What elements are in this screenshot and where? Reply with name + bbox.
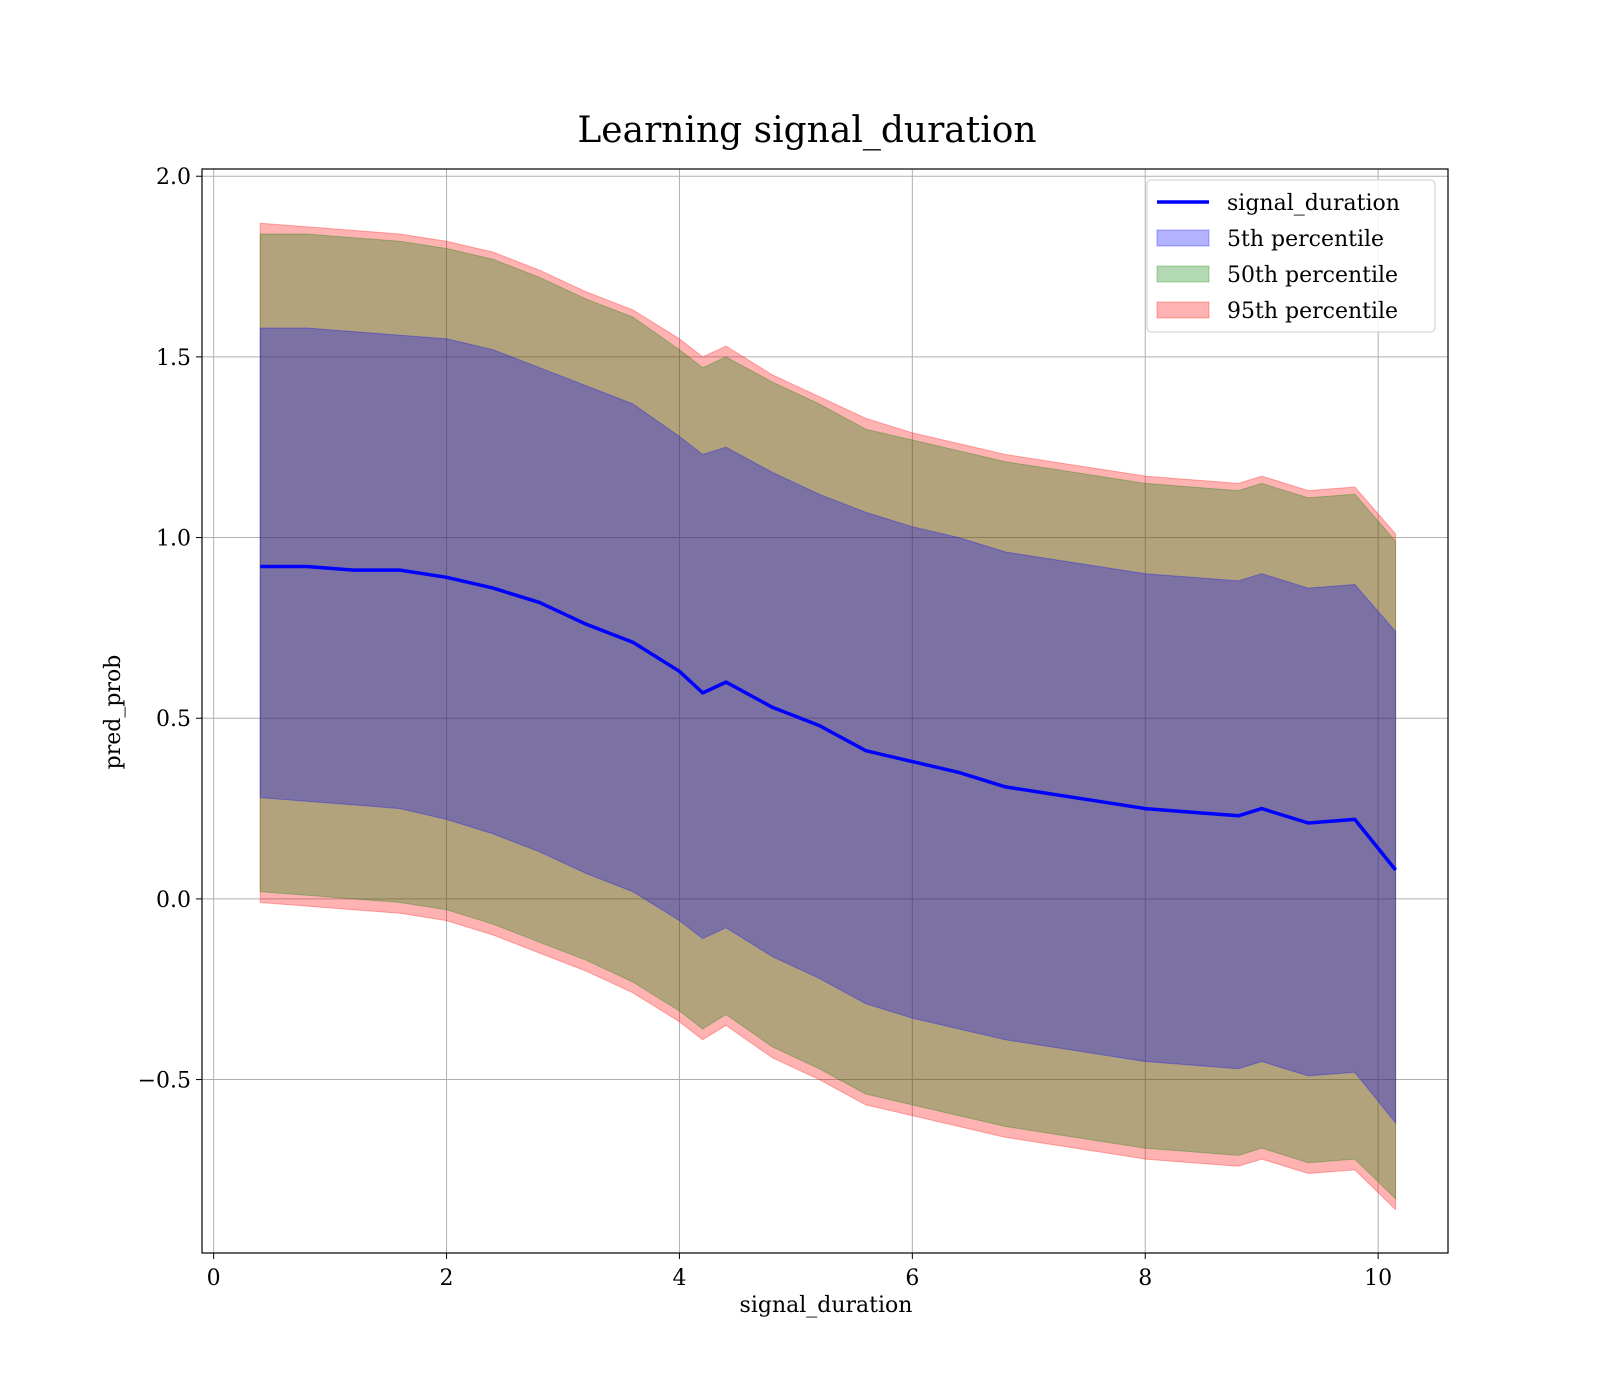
plot-frame xyxy=(201,168,1449,1254)
legend-label: 5th percentile xyxy=(1227,227,1384,252)
series-line-signal-duration xyxy=(260,564,1397,872)
x-tick-label: 10 xyxy=(1364,1266,1392,1291)
legend-box xyxy=(1146,179,1436,333)
legend-label: 50th percentile xyxy=(1227,263,1398,288)
legend: signal_duration 5th percentile 50th percen… xyxy=(1146,179,1436,333)
band-5th-percentile xyxy=(259,327,1397,1125)
x-axis-label: signal_duration xyxy=(740,1293,913,1318)
y-tick-label: 2.0 xyxy=(156,165,191,190)
band-50th-percentile xyxy=(259,233,1397,1200)
legend-swatch xyxy=(1156,301,1210,319)
x-tick-label: 0 xyxy=(207,1266,221,1291)
y-tick-label: 0.5 xyxy=(156,707,191,732)
band-95th-percentile xyxy=(259,222,1397,1211)
x-tick-label: 4 xyxy=(672,1266,686,1291)
legend-swatch xyxy=(1156,265,1210,283)
chart-title: Learning signal_duration xyxy=(577,110,1036,151)
band-layer xyxy=(259,222,1397,1211)
y-tick-label: −0.5 xyxy=(138,1069,191,1094)
y-tick-label: 0.0 xyxy=(156,888,191,913)
x-tick-label: 6 xyxy=(905,1266,919,1291)
line-layer xyxy=(260,564,1397,872)
legend-swatch xyxy=(1156,229,1210,247)
x-tick-label: 2 xyxy=(440,1266,454,1291)
grid-layer xyxy=(202,169,1448,1253)
y-tick-label: 1.0 xyxy=(156,527,191,552)
y-axis-label: pred_prob xyxy=(101,655,126,770)
legend-label: signal_duration xyxy=(1227,191,1400,216)
y-tick-label: 1.5 xyxy=(156,346,191,371)
tick-layer: 0 2 4 6 8 10 −0.5 0.0 0.5 1.0 1.5 2.0 xyxy=(138,165,1393,1291)
x-tick-label: 8 xyxy=(1138,1266,1152,1291)
legend-label: 95th percentile xyxy=(1227,299,1398,324)
